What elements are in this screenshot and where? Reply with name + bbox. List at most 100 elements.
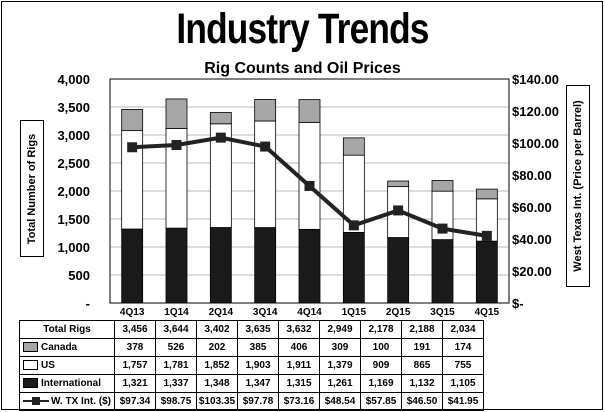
legend-swatch-us: [23, 360, 38, 371]
bar-international: [254, 227, 277, 304]
wti-price-point: [260, 141, 271, 152]
wti-price-point: [393, 205, 404, 216]
y-tick-label: 1,500: [57, 212, 90, 227]
table-cell: 1,911: [278, 356, 320, 375]
bar-canada: [475, 188, 498, 200]
table-cell: 1,348: [196, 374, 238, 393]
x-tick-label: 4Q15: [475, 307, 500, 318]
y2-tick-label: $140.00: [512, 72, 559, 87]
y-axis-label-left: Total Number of Rigs: [20, 120, 44, 257]
table-cell: 1,105: [442, 374, 484, 393]
row-label: Total Rigs: [43, 324, 91, 335]
x-tick-label: 1Q15: [342, 307, 367, 318]
y2-tick-label: $40.00: [512, 232, 552, 247]
table-cell: $103.35: [196, 392, 238, 411]
bar-canada: [121, 109, 144, 132]
row-label: Canada: [41, 342, 78, 353]
table-cell: 1,347: [237, 374, 279, 393]
x-tick-label: 3Q14: [253, 307, 278, 318]
row-label: International: [41, 378, 102, 389]
table-cell: 2,034: [442, 320, 484, 339]
table-cell: $97.34: [114, 392, 156, 411]
y-tick-label: -: [86, 296, 90, 311]
table-row: W. TX Int. ($) $97.34 $98.75 $103.35 $97.78 $…: [19, 392, 484, 411]
bar-international: [475, 240, 498, 304]
row-label-cell: International: [19, 374, 115, 393]
table-cell: 3,632: [278, 320, 320, 339]
y2-tick-label: $20.00: [512, 264, 552, 279]
bar-international: [431, 239, 454, 304]
table-cell: 1,379: [319, 356, 361, 375]
row-label-cell: Total Rigs: [19, 320, 115, 339]
bar-canada: [254, 99, 277, 122]
table-cell: 2,178: [360, 320, 402, 339]
x-tick-label: 3Q15: [430, 307, 455, 318]
table-cell: 378: [114, 338, 156, 357]
table-cell: 385: [237, 338, 279, 357]
table-cell: 100: [360, 338, 402, 357]
bar-canada: [165, 98, 188, 129]
bar-canada: [431, 180, 454, 192]
table-cell: 3,456: [114, 320, 156, 339]
table-cell: 1,337: [155, 374, 197, 393]
y-tick-label: 3,000: [57, 128, 90, 143]
wti-price-point: [304, 180, 315, 191]
chart-subtitle: Rig Counts and Oil Prices: [204, 60, 401, 77]
table-cell: 865: [401, 356, 443, 375]
data-table: Total Rigs 3,456 3,644 3,402 3,635 3,632 2,949…: [19, 320, 484, 411]
bar-canada: [209, 112, 232, 125]
table-cell: 1,321: [114, 374, 156, 393]
y-tick-label: 1,000: [57, 240, 90, 255]
table-cell: $41.95: [442, 392, 484, 411]
table-cell: 3,635: [237, 320, 279, 339]
y-tick-label: 2,500: [57, 156, 90, 171]
table-cell: 1,169: [360, 374, 402, 393]
table-cell: 174: [442, 338, 484, 357]
table-cell: 202: [196, 338, 238, 357]
table-cell: 1,132: [401, 374, 443, 393]
bar-international: [387, 237, 410, 304]
table-cell: 909: [360, 356, 402, 375]
table-row: Total Rigs 3,456 3,644 3,402 3,635 3,632 2,949…: [19, 320, 484, 339]
wti-price-point: [171, 140, 182, 150]
y2-tick-label: $100.00: [512, 136, 559, 151]
y-tick-label: 500: [68, 268, 90, 283]
y2-tick-label: $120.00: [512, 104, 559, 119]
table-cell: 1,261: [319, 374, 361, 393]
table-cell: $98.75: [155, 392, 197, 411]
x-tick-label: 4Q14: [297, 307, 322, 318]
row-label-cell: W. TX Int. ($): [19, 392, 115, 411]
table-cell: $57.85: [360, 392, 402, 411]
x-tick-label: 2Q14: [209, 307, 234, 318]
table-row: US 1,757 1,781 1,852 1,903 1,911 1,379 909 865 75…: [19, 356, 484, 375]
bar-international: [342, 231, 365, 304]
y-tick-label: 2,000: [57, 184, 90, 199]
bar-international: [298, 228, 321, 304]
bar-canada: [342, 137, 365, 156]
row-label-cell: US: [19, 356, 115, 375]
wti-price-point: [348, 220, 359, 231]
table-cell: 1,757: [114, 356, 156, 375]
table-cell: 406: [278, 338, 320, 357]
x-tick-label: 1Q14: [164, 307, 189, 318]
table-cell: 1,781: [155, 356, 197, 375]
table-cell: 1,315: [278, 374, 320, 393]
table-cell: 191: [401, 338, 443, 357]
bar-international: [209, 227, 232, 304]
y2-tick-label: $60.00: [512, 200, 552, 215]
wti-price-point: [215, 132, 226, 143]
table-cell: 2,949: [319, 320, 361, 339]
table-cell: 2,188: [401, 320, 443, 339]
table-cell: 755: [442, 356, 484, 375]
table-cell: 526: [155, 338, 197, 357]
row-label-cell: Canada: [19, 338, 115, 357]
legend-line-swatch: [23, 397, 49, 406]
table-cell: $73.16: [278, 392, 320, 411]
table-cell: 1,852: [196, 356, 238, 375]
legend-swatch-canada: [23, 342, 38, 353]
table-cell: 3,644: [155, 320, 197, 339]
page-title: Industry Trends: [176, 5, 429, 53]
bar-canada: [298, 99, 321, 123]
x-tick-label: 2Q15: [386, 307, 411, 318]
